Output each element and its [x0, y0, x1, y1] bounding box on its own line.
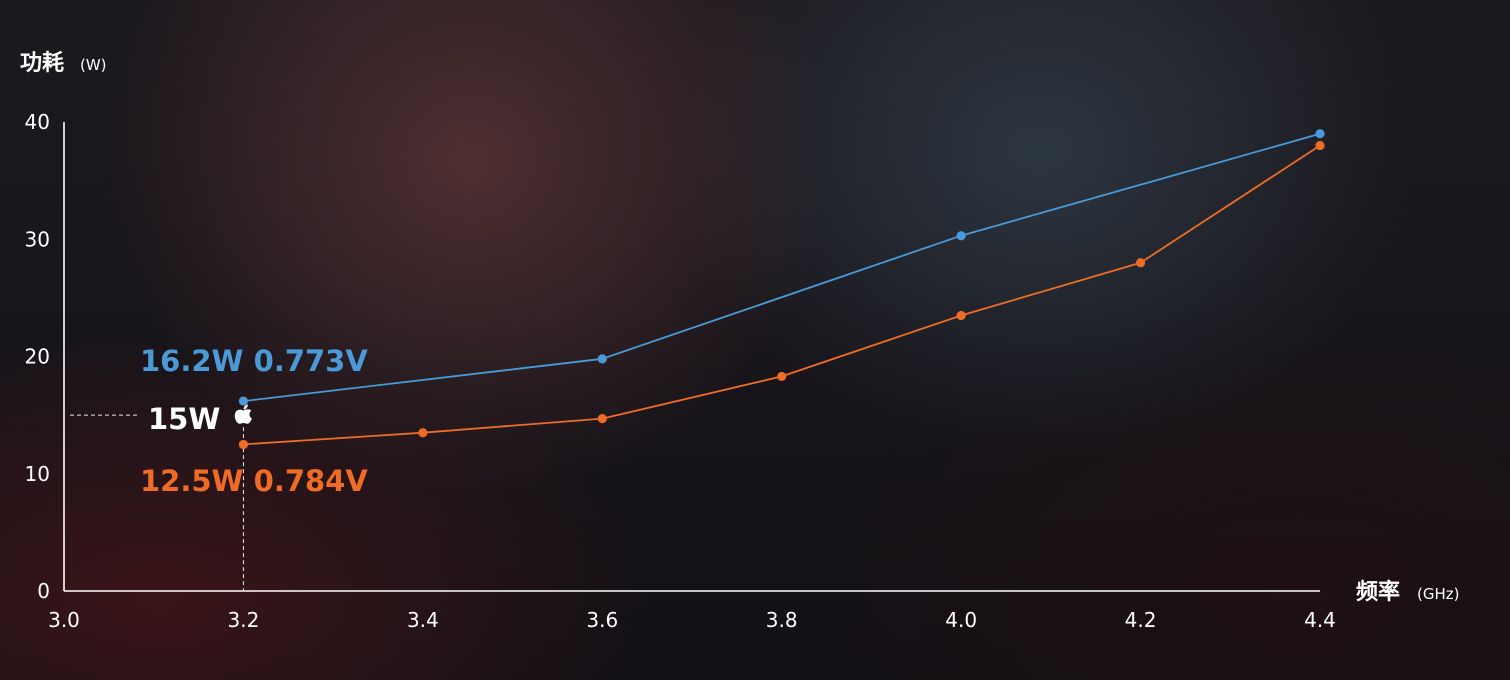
series-2-point — [777, 371, 787, 382]
apple-logo-icon — [234, 404, 252, 424]
tick-labels: 3.0 3.2 3.4 3.6 3.8 4.0 4.2 4.4 0 10 20 30 40 — [25, 110, 1336, 632]
y-tick-label: 40 — [25, 110, 50, 134]
series-2-point — [1315, 140, 1325, 151]
x-tick-label: 3.4 — [407, 608, 439, 632]
y-tick-label: 30 — [25, 227, 50, 251]
series-1-point — [597, 354, 607, 364]
x-axis-unit: (GHz) — [1417, 585, 1459, 603]
series-2-point — [418, 428, 428, 438]
series-2-point — [597, 414, 607, 424]
series-1-line — [243, 132, 1321, 402]
x-tick-label: 3.2 — [228, 608, 260, 632]
x-axis-title: 频率 — [1356, 579, 1400, 605]
annotation-upper-series: 16.2W 0.773V — [140, 344, 368, 378]
x-tick-label: 4.4 — [1304, 608, 1336, 632]
series-2-point — [956, 310, 966, 321]
series-1-point — [956, 231, 966, 241]
series-1-point — [238, 396, 249, 406]
y-axis-unit: (W) — [80, 56, 107, 74]
y-tick-label: 0 — [37, 579, 50, 603]
y-axis-title: 功耗 — [20, 50, 64, 76]
x-tick-label: 4.0 — [945, 608, 977, 632]
x-tick-label: 4.2 — [1125, 608, 1157, 632]
y-tick-label: 20 — [25, 345, 50, 369]
series-2-point — [238, 439, 249, 450]
y-tick-label: 10 — [25, 462, 50, 486]
annotation-15w: 15W — [148, 402, 220, 436]
series-2-line — [243, 144, 1321, 446]
x-tick-label: 3.6 — [586, 608, 618, 632]
x-tick-label: 3.8 — [766, 608, 798, 632]
annotation-lower-series: 12.5W 0.784V — [140, 464, 368, 498]
x-tick-label: 3.0 — [48, 608, 80, 632]
series-2-point — [1135, 258, 1146, 268]
series-layer — [238, 129, 1325, 450]
series-1-point — [1315, 129, 1325, 139]
